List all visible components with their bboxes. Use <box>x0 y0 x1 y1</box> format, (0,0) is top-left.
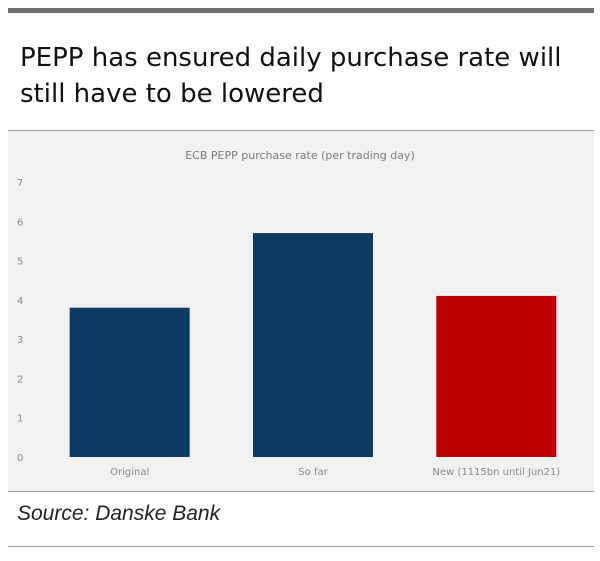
y-tick-label: 4 <box>17 296 23 307</box>
page-title: PEPP has ensured daily purchase rate wil… <box>20 43 562 109</box>
y-tick-label: 3 <box>17 335 23 346</box>
bars <box>69 233 557 457</box>
bar-so-far <box>253 233 373 457</box>
y-axis: 0 1 2 3 4 5 6 7 <box>17 178 23 464</box>
y-tick-label: 2 <box>17 374 23 385</box>
x-tick-label: New (1115bn until Jun21) <box>432 467 560 478</box>
chart-bottom-divider <box>8 491 594 492</box>
bar-new-1115bn-until-jun21 <box>436 295 557 457</box>
x-tick-label: Original <box>110 467 149 478</box>
y-tick-label: 6 <box>17 217 23 228</box>
bar-original <box>69 307 190 457</box>
y-tick-label: 1 <box>17 414 23 425</box>
x-tick-label: So far <box>298 467 328 478</box>
bar-chart: ECB PEPP purchase rate (per trading day)… <box>17 149 560 478</box>
y-tick-label: 5 <box>17 257 23 268</box>
x-axis: Original So far New (1115bn until Jun21) <box>110 467 560 478</box>
y-tick-label: 0 <box>17 453 23 464</box>
source-note: Source: Danske Bank <box>17 502 221 525</box>
footer-divider <box>8 546 594 547</box>
title-area: PEPP has ensured daily purchase rate wil… <box>8 13 594 130</box>
chart-title: ECB PEPP purchase rate (per trading day) <box>185 149 415 162</box>
title-divider <box>8 130 594 131</box>
y-tick-label: 7 <box>17 178 23 189</box>
chart-panel: ECB PEPP purchase rate (per trading day)… <box>8 131 594 491</box>
top-accent-bar <box>8 8 594 13</box>
